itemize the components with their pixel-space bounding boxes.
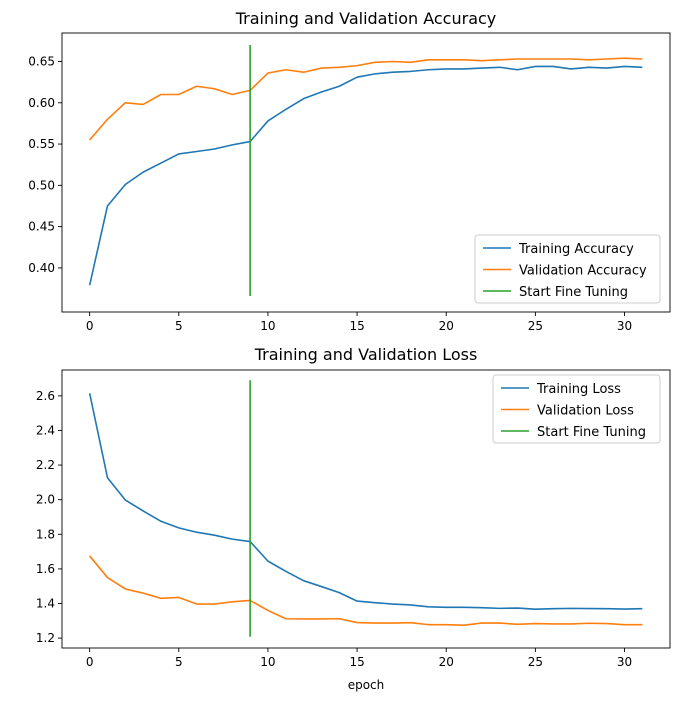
y-tick-label: 1.6 [36, 562, 55, 576]
y-tick-label: 2.6 [36, 389, 55, 403]
x-tick-label: 0 [86, 319, 94, 333]
legend-entry: Validation Accuracy [519, 264, 647, 279]
legend: Training Accuracy Validation Accuracy Star… [474, 234, 661, 304]
legend-box [492, 374, 661, 444]
x-tick-label: 15 [349, 655, 364, 669]
legend-entry: Start Fine Tuning [519, 285, 628, 300]
y-tick-label: 2.0 [36, 493, 55, 507]
y-tick-label: 0.45 [28, 220, 55, 234]
legend-entry: Validation Loss [537, 404, 634, 419]
legend: Training Loss Validation Loss Start Fine T… [492, 374, 661, 444]
chart-title: Training and Validation Accuracy [235, 9, 497, 28]
validation-accuracy-line [89, 57, 643, 141]
y-tick-label: 2.4 [36, 423, 55, 437]
y-tick-label: 0.65 [28, 54, 55, 68]
x-tick-label: 10 [260, 655, 275, 669]
training-loss-line [88, 393, 643, 611]
x-tick-label: 0 [86, 655, 94, 669]
x-axis-label: epoch [348, 678, 385, 692]
y-tick-label: 0.40 [28, 261, 55, 275]
x-tick-label: 30 [617, 655, 632, 669]
x-tick-label: 20 [439, 655, 454, 669]
validation-loss-line [89, 555, 643, 626]
x-tick-label: 5 [175, 655, 183, 669]
legend-entry: Start Fine Tuning [537, 425, 646, 440]
x-tick-label: 10 [260, 319, 275, 333]
training-accuracy-line [88, 65, 643, 286]
x-tick-label: 25 [528, 655, 543, 669]
chart-title: Training and Validation Loss [254, 345, 478, 364]
x-tick-label: 25 [528, 319, 543, 333]
plot-frame [61, 32, 671, 313]
legend-box [474, 234, 661, 304]
x-tick-label: 20 [439, 319, 454, 333]
y-tick-label: 0.60 [28, 96, 55, 110]
legend-entry: Training Loss [536, 382, 621, 397]
y-tick-label: 0.50 [28, 178, 55, 192]
y-tick-label: 1.4 [36, 597, 55, 611]
loss-chart: Training and Validation Loss 0 5 10 15 20 25 30… [36, 345, 671, 692]
x-tick-label: 15 [349, 319, 364, 333]
legend-entry: Training Accuracy [518, 242, 634, 257]
x-tick-label: 30 [617, 319, 632, 333]
y-tick-label: 1.2 [36, 631, 55, 645]
y-tick-label: 0.55 [28, 137, 55, 151]
accuracy-chart: Training and Validation Accuracy 0 5 10 15 20… [28, 9, 671, 333]
y-tick-label: 1.8 [36, 527, 55, 541]
plot-frame [61, 369, 671, 649]
y-tick-label: 2.2 [36, 458, 55, 472]
x-tick-label: 5 [175, 319, 183, 333]
